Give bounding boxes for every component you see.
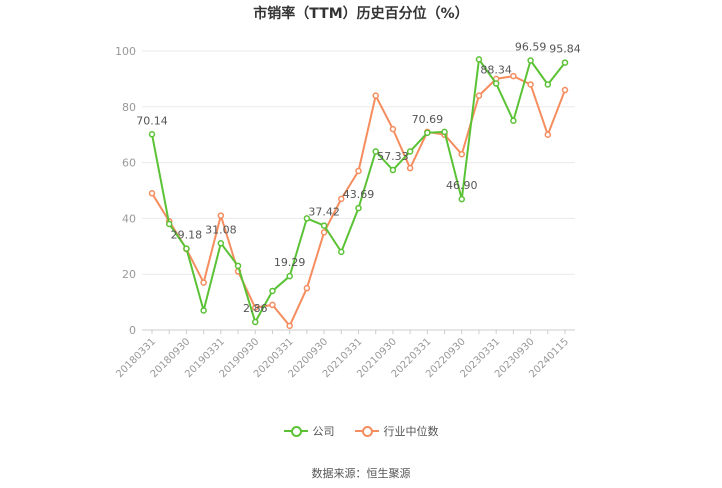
legend-swatch-industry-median: [354, 425, 379, 437]
y-tick-label: 80: [122, 101, 136, 114]
data-point-industry-median: [544, 131, 552, 138]
data-point-industry-median: [148, 190, 156, 197]
data-point-company: [234, 262, 242, 270]
data-point-industry-median: [252, 304, 259, 311]
y-tick-label: 100: [115, 45, 136, 58]
data-source-note: 数据来源：恒生聚源: [311, 467, 411, 480]
data-point-industry-median: [406, 164, 414, 172]
legend-label-industry-median: 行业中位数: [383, 425, 439, 438]
data-point-industry-median: [372, 92, 379, 99]
data-label: 43.69: [343, 188, 375, 201]
data-label: 19.29: [274, 256, 306, 269]
data-label: 95.84: [549, 43, 581, 56]
y-tick-label: 20: [122, 268, 136, 281]
data-point-company: [200, 307, 207, 314]
data-point-industry-median: [458, 150, 465, 158]
data-point-company: [252, 318, 259, 326]
legend-item-company[interactable]: 公司: [283, 423, 335, 439]
y-tick-label: 0: [129, 324, 136, 337]
legend-label-company: 公司: [312, 425, 335, 438]
data-point-company: [320, 222, 328, 229]
data-point-company: [355, 204, 362, 212]
data-point-industry-median: [527, 81, 534, 88]
data-point-company: [561, 59, 569, 66]
data-point-industry-median: [510, 72, 517, 80]
data-point-company: [389, 166, 397, 174]
data-point-company: [183, 245, 190, 252]
data-point-industry-median: [561, 86, 569, 94]
data-point-industry-median: [200, 279, 207, 286]
data-point-company: [372, 148, 379, 155]
data-point-company: [217, 240, 225, 247]
data-point-industry-median: [303, 284, 311, 292]
data-point-company: [303, 215, 311, 222]
data-point-company: [286, 272, 293, 280]
data-point-industry-median: [475, 92, 483, 99]
data-point-industry-median: [320, 229, 328, 236]
data-point-industry-median: [217, 212, 225, 219]
data-label: 96.59: [515, 41, 547, 54]
data-point-company: [269, 287, 276, 295]
data-point-industry-median: [389, 125, 397, 133]
data-label: 70.69: [412, 113, 444, 126]
data-point-company: [165, 220, 173, 228]
data-point-company: [458, 195, 465, 203]
data-point-company: [475, 56, 483, 63]
y-tick-label: 40: [122, 212, 136, 225]
legend-item-industry-median[interactable]: 行业中位数: [354, 423, 439, 439]
data-point-company: [424, 129, 431, 137]
data-point-company: [148, 131, 156, 138]
data-label: 37.42: [308, 206, 340, 219]
data-label: 70.14: [136, 114, 168, 127]
data-label: 88.34: [480, 64, 512, 77]
data-point-company: [338, 248, 345, 256]
chart-title: 市销率（TTM）历史百分位（%）: [253, 6, 469, 22]
data-point-company: [544, 81, 552, 88]
data-label: 29.18: [171, 229, 203, 242]
data-point-industry-median: [355, 167, 362, 175]
data-label: 46.90: [446, 179, 478, 192]
chart-legend: 公司 行业中位数: [0, 423, 722, 439]
data-point-industry-median: [269, 301, 276, 309]
data-point-company: [406, 148, 414, 155]
data-point-company: [441, 128, 448, 136]
y-tick-label: 60: [122, 157, 136, 170]
data-point-company: [527, 57, 534, 64]
data-label: 31.08: [205, 223, 237, 236]
data-label: 2.86: [243, 302, 268, 315]
data-point-industry-median: [286, 322, 293, 330]
data-label: 57.33: [377, 150, 409, 163]
legend-swatch-company: [283, 425, 308, 437]
data-point-industry-median: [338, 195, 345, 203]
data-point-company: [510, 117, 517, 124]
data-point-company: [492, 80, 500, 87]
